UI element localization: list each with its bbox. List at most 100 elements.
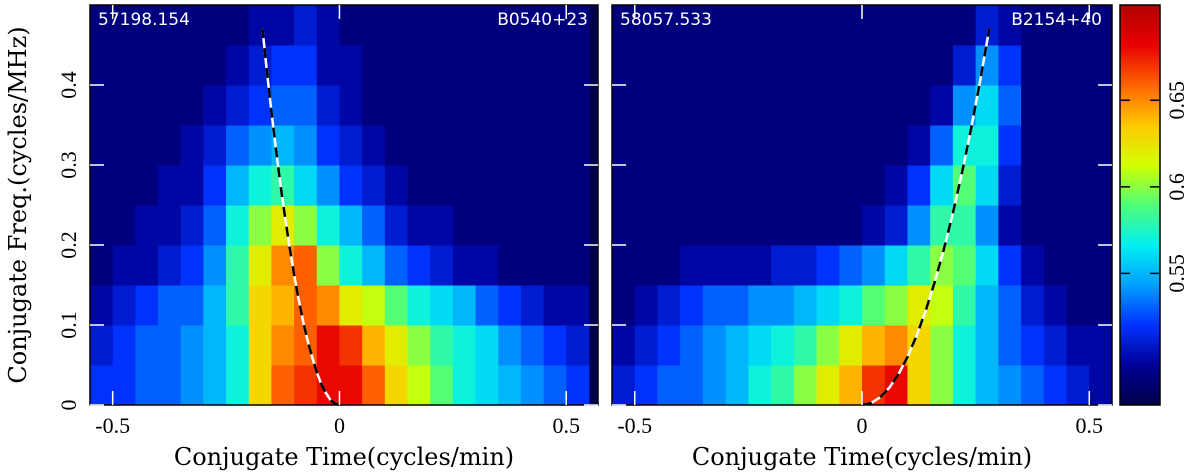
heatmap-cell — [294, 365, 318, 405]
heatmap-cell — [1066, 245, 1090, 286]
heatmap-cell — [634, 165, 658, 206]
heatmap-cell — [634, 125, 658, 166]
heatmap-cell — [520, 325, 545, 366]
heatmap-cell — [430, 285, 454, 326]
heatmap-cell — [907, 5, 931, 46]
heatmap-cell — [771, 85, 795, 126]
heatmap-cell — [339, 365, 363, 405]
heatmap-cell — [816, 5, 840, 46]
heatmap-cell — [930, 45, 954, 86]
heatmap-cell — [1043, 245, 1068, 286]
heatmap-cell — [1021, 365, 1045, 405]
heatmap-cell — [816, 365, 840, 405]
heatmap-cell — [748, 325, 772, 366]
heatmap-cell — [1021, 325, 1045, 366]
heatmap-cell — [384, 285, 408, 326]
heatmap-cell — [566, 5, 590, 46]
heatmap-cell — [952, 205, 977, 246]
heatmap-cell — [475, 165, 499, 206]
heatmap-cell — [884, 205, 908, 246]
heatmap-cell — [475, 325, 499, 366]
x-tick-label: -0.5 — [617, 413, 652, 438]
heatmap-cell — [203, 85, 227, 126]
heatmap-cell — [657, 45, 681, 86]
heatmap-cell — [907, 325, 931, 366]
heatmap-cell — [748, 245, 772, 286]
heatmap-cell — [725, 85, 749, 126]
heatmap-cell — [793, 325, 818, 366]
heatmap-cell — [475, 285, 499, 326]
heatmap-cell — [407, 245, 431, 286]
heatmap-cell — [362, 5, 386, 46]
heatmap-cell — [680, 85, 704, 126]
heatmap-cell — [1066, 285, 1090, 326]
heatmap-cell — [90, 85, 114, 126]
heatmap-cell — [998, 5, 1022, 46]
heatmap-cell — [430, 205, 454, 246]
heatmap-cell — [612, 125, 636, 166]
heatmap-cell — [203, 365, 227, 405]
heatmap-cell — [634, 365, 658, 405]
heatmap-cell — [725, 205, 749, 246]
heatmap-cell — [1089, 365, 1112, 405]
heatmap-cell — [362, 125, 386, 166]
heatmap-cell — [975, 285, 999, 326]
heatmap-cell — [884, 245, 908, 286]
heatmap-cell — [294, 85, 318, 126]
plot-area — [612, 5, 1112, 405]
heatmap-cell — [384, 85, 408, 126]
heatmap-cell — [657, 285, 681, 326]
heatmap-cell — [135, 125, 159, 166]
heatmap-cell — [1043, 205, 1068, 246]
heatmap-cell — [1089, 85, 1112, 126]
heatmap-cell — [816, 85, 840, 126]
x-tick-label: 0.5 — [1076, 413, 1104, 438]
plot-area — [90, 5, 598, 405]
heatmap-cell — [748, 285, 772, 326]
heatmap-cell — [566, 325, 590, 366]
heatmap-cell — [112, 45, 136, 86]
heatmap-cell — [657, 5, 681, 46]
heatmap-cell — [543, 85, 567, 126]
heatmap-cell — [430, 5, 454, 46]
heatmap-cell — [839, 285, 863, 326]
heatmap-cell — [839, 165, 863, 206]
panel-label: 57198.154 — [98, 10, 190, 30]
heatmap-cell — [1089, 5, 1112, 46]
heatmap-cell — [793, 5, 818, 46]
heatmap-cell — [839, 45, 863, 86]
heatmap-cell — [520, 205, 545, 246]
panel-label: B2154+40 — [1011, 10, 1102, 30]
heatmap-cell — [248, 325, 272, 366]
heatmap-cell — [90, 5, 114, 46]
heatmap-cell — [362, 165, 386, 206]
heatmap-cell — [112, 285, 136, 326]
heatmap-cell — [407, 165, 431, 206]
heatmap-cell — [498, 325, 522, 366]
heatmap-cell — [316, 45, 340, 86]
heatmap-cell — [271, 165, 295, 206]
heatmap-cell — [657, 165, 681, 206]
heatmap-cell — [680, 285, 704, 326]
heatmap-cell — [657, 85, 681, 126]
heatmap-cell — [1089, 165, 1112, 206]
heatmap-cell — [112, 365, 136, 405]
y-tick-label: 0.3 — [56, 151, 81, 179]
heatmap-cell — [930, 245, 954, 286]
heatmap-cell — [543, 165, 567, 206]
heatmap-cell — [498, 205, 522, 246]
heatmap-cell — [566, 165, 590, 206]
heatmap-cell — [884, 365, 908, 405]
heatmap-cell — [680, 205, 704, 246]
heatmap-cell — [226, 125, 250, 166]
heatmap-cell — [271, 325, 295, 366]
heatmap-cell — [316, 285, 340, 326]
heatmap-cell — [180, 325, 204, 366]
heatmap-cell — [975, 325, 999, 366]
heatmap-cell — [407, 125, 431, 166]
heatmap-cell — [1089, 45, 1112, 86]
heatmap-cell — [680, 5, 704, 46]
heatmap-cell — [725, 45, 749, 86]
heatmap-cell — [135, 365, 159, 405]
colorbar — [1119, 4, 1161, 406]
